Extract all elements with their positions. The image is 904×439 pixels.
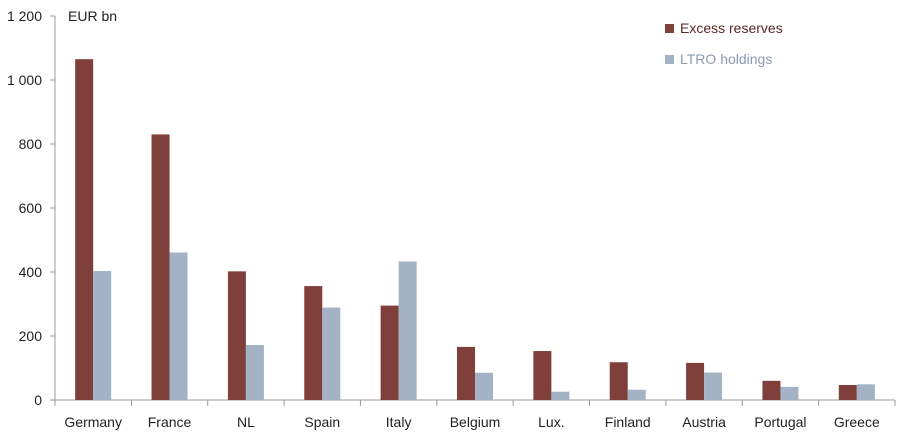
bar-excess-reserves [380,305,399,400]
x-category-label: Germany [64,414,122,430]
bar-excess-reserves [304,286,323,400]
bar-ltro-holdings [398,261,417,400]
x-category-label: Belgium [450,414,501,430]
bar-excess-reserves [762,380,781,400]
y-tick-label: 800 [19,136,43,152]
legend-label: Excess reserves [680,20,783,36]
x-category-label: Greece [834,414,880,430]
y-tick-label: 1 000 [7,72,42,88]
x-category-label: Portugal [754,414,806,430]
bar-ltro-holdings [627,389,646,400]
bar-ltro-holdings [475,372,493,400]
legend-swatch [665,24,674,33]
legend-swatch [665,55,674,64]
bar-excess-reserves [151,134,170,400]
x-category-label: NL [237,414,255,430]
bar-excess-reserves [838,384,857,400]
bar-ltro-holdings [704,372,723,400]
bar-ltro-holdings [551,391,570,400]
bars [75,59,875,400]
y-axis: 0 200 400 600 800 1 000 1 200 [7,8,56,408]
bar-excess-reserves [75,59,94,400]
bar-excess-reserves [227,271,246,400]
x-category-label: Spain [304,414,340,430]
x-category-label: France [148,414,192,430]
y-tick-label: 400 [19,264,43,280]
x-category-label: Lux. [538,414,564,430]
bar-ltro-holdings [322,307,341,400]
y-tick-label: 1 200 [7,8,42,24]
y-tick-label: 0 [34,392,42,408]
bar-excess-reserves [457,346,475,400]
bar-ltro-holdings [245,344,264,400]
x-category-label: Austria [682,414,726,430]
x-axis: Germany France NL Spain Italy Belgium Lux. Finl… [54,399,896,430]
bar-ltro-holdings [856,384,875,400]
bar-ltro-holdings [169,252,188,400]
bar-excess-reserves [533,351,552,400]
y-unit-label: EUR bn [68,8,117,24]
legend: Excess reserves LTRO holdings [665,20,783,67]
bar-ltro-holdings [780,386,799,400]
bar-ltro-holdings [93,271,112,400]
bar-excess-reserves [686,362,705,400]
y-tick-label: 600 [19,200,43,216]
bar-excess-reserves [609,362,628,400]
x-category-label: Finland [605,414,651,430]
legend-label: LTRO holdings [680,51,772,67]
x-category-label: Italy [386,414,412,430]
y-tick-label: 200 [19,328,43,344]
